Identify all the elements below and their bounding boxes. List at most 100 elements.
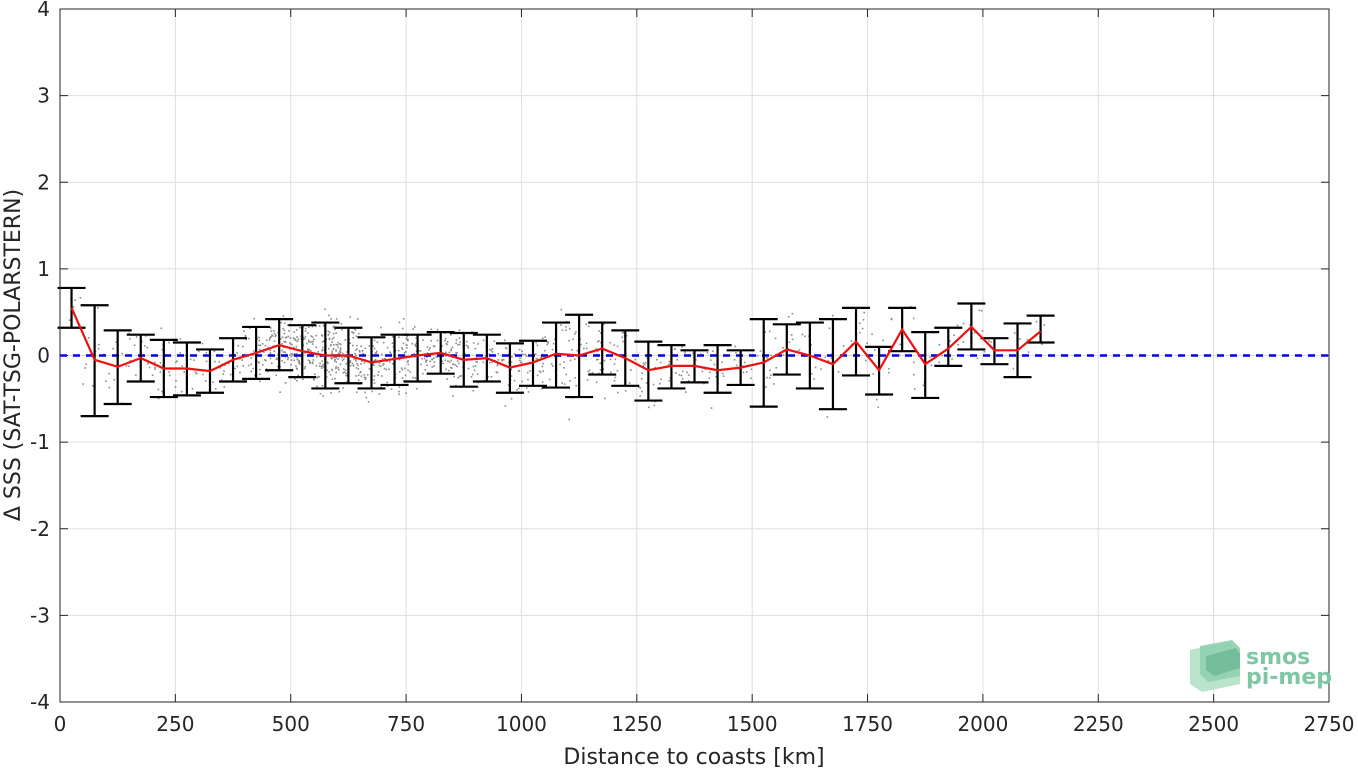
scatter-point xyxy=(398,321,401,324)
scatter-point xyxy=(733,358,736,361)
scatter-point xyxy=(460,375,462,377)
scatter-point xyxy=(368,368,371,370)
scatter-point xyxy=(74,299,76,301)
scatter-point xyxy=(580,343,582,346)
scatter-point xyxy=(798,349,801,351)
scatter-point xyxy=(660,378,662,381)
scatter-point xyxy=(471,373,474,376)
scatter-point xyxy=(678,374,681,376)
scatter-point xyxy=(600,341,602,344)
scatter-point xyxy=(352,331,355,334)
scatter-point xyxy=(402,318,405,320)
scatter-point xyxy=(276,365,279,368)
scatter-point xyxy=(293,338,296,341)
scatter-point xyxy=(349,342,352,345)
scatter-point xyxy=(298,360,300,362)
scatter-point xyxy=(668,380,671,382)
scatter-point xyxy=(535,357,537,360)
scatter-point xyxy=(574,333,576,335)
scatter-point xyxy=(766,357,768,359)
scatter-point xyxy=(433,361,436,363)
scatter-point xyxy=(493,340,496,343)
scatter-point xyxy=(293,359,296,362)
scatter-point xyxy=(465,344,468,347)
scatter-point xyxy=(353,328,356,330)
scatter-point xyxy=(407,363,410,366)
scatter-point xyxy=(511,356,513,358)
scatter-point xyxy=(349,360,352,362)
scatter-point xyxy=(319,392,322,395)
scatter-point xyxy=(888,367,890,370)
scatter-point xyxy=(535,341,538,344)
scatter-point xyxy=(253,350,255,352)
scatter-point xyxy=(563,367,565,369)
scatter-point xyxy=(352,337,355,339)
scatter-point xyxy=(341,359,344,362)
scatter-point xyxy=(360,370,362,373)
scatter-point xyxy=(339,347,342,350)
scatter-point xyxy=(622,340,624,343)
scatter-point xyxy=(613,379,616,382)
scatter-point xyxy=(337,352,340,355)
scatter-point xyxy=(638,386,640,389)
scatter-point xyxy=(292,354,295,356)
scatter-point xyxy=(382,363,385,366)
scatter-point xyxy=(770,354,772,357)
scatter-point xyxy=(159,361,162,364)
scatter-point xyxy=(687,380,690,382)
scatter-point xyxy=(990,341,992,343)
scatter-point xyxy=(444,337,447,340)
scatter-point xyxy=(354,329,357,331)
scatter-point xyxy=(266,370,269,373)
scatter-point xyxy=(873,349,876,351)
scatter-point xyxy=(505,347,507,349)
scatter-point xyxy=(423,357,426,360)
y-tick-label: 4 xyxy=(37,0,50,21)
scatter-point xyxy=(398,393,400,395)
scatter-point xyxy=(497,352,500,355)
x-tick-label: 1500 xyxy=(727,712,778,736)
scatter-point xyxy=(446,378,448,380)
scatter-point xyxy=(318,365,321,367)
scatter-point xyxy=(673,348,676,350)
scatter-point xyxy=(871,333,873,336)
scatter-point xyxy=(326,361,329,363)
scatter-point xyxy=(405,337,408,340)
scatter-point xyxy=(270,327,272,329)
scatter-point xyxy=(331,338,334,340)
scatter-point xyxy=(891,317,893,320)
scatter-point xyxy=(675,372,677,374)
scatter-point xyxy=(401,327,404,330)
scatter-point xyxy=(299,326,301,329)
scatter-point xyxy=(297,374,300,377)
scatter-point xyxy=(355,367,358,369)
scatter-point xyxy=(527,391,530,393)
scatter-point xyxy=(321,385,324,387)
scatter-point xyxy=(575,384,577,387)
scatter-point xyxy=(281,349,283,352)
x-tick-label: 1000 xyxy=(496,712,547,736)
scatter-point xyxy=(450,349,452,352)
scatter-point xyxy=(766,376,768,379)
scatter-point xyxy=(391,336,394,338)
scatter-point xyxy=(259,380,261,383)
scatter-point xyxy=(312,338,315,341)
scatter-point xyxy=(686,371,688,374)
scatter-point xyxy=(338,350,341,353)
scatter-point xyxy=(330,318,332,320)
scatter-point xyxy=(560,324,562,326)
scatter-point xyxy=(510,368,513,371)
scatter-point xyxy=(296,336,298,338)
scatter-point xyxy=(250,363,252,366)
scatter-point xyxy=(296,340,299,343)
scatter-point xyxy=(128,332,131,335)
scatter-point xyxy=(389,361,391,363)
scatter-point xyxy=(332,347,335,350)
scatter-point xyxy=(712,350,714,353)
scatter-point xyxy=(568,328,571,330)
scatter-point xyxy=(115,341,117,344)
scatter-point xyxy=(519,357,521,359)
y-axis-ticks: -4 -3 -2 -1 0 1 2 3 4 xyxy=(30,0,1329,714)
scatter-point xyxy=(205,380,207,382)
scatter-point xyxy=(183,371,186,373)
